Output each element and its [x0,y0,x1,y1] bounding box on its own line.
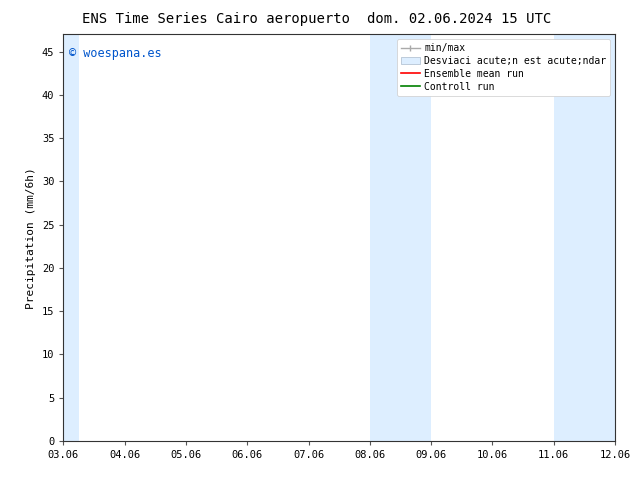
Bar [553,34,615,441]
Text: ENS Time Series Cairo aeropuerto: ENS Time Series Cairo aeropuerto [82,12,351,26]
Text: dom. 02.06.2024 15 UTC: dom. 02.06.2024 15 UTC [367,12,552,26]
Legend: min/max, Desviaci acute;n est acute;ndar, Ensemble mean run, Controll run: min/max, Desviaci acute;n est acute;ndar… [397,39,610,96]
Text: © woespana.es: © woespana.es [69,47,162,59]
Bar [370,34,431,441]
Bar [63,34,79,441]
Y-axis label: Precipitation (mm/6h): Precipitation (mm/6h) [27,167,36,309]
